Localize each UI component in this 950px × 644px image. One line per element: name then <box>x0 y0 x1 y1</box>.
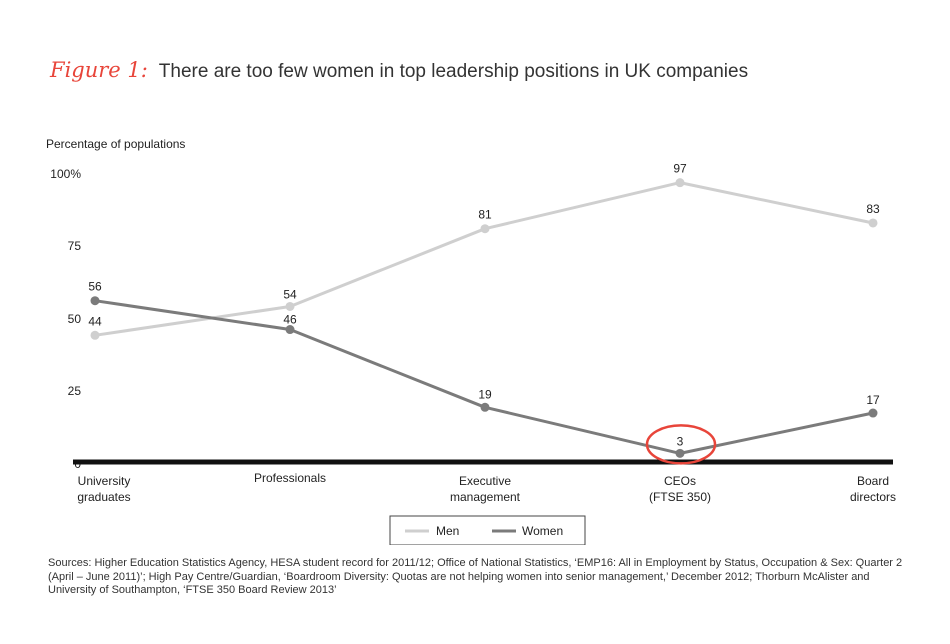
series-line-women <box>94 299 874 455</box>
figure-label: Figure 1: <box>50 58 148 82</box>
title-text: There are too few women in top leadershi… <box>158 61 749 82</box>
data-label: 81 <box>478 208 492 222</box>
data-label: 46 <box>283 313 297 327</box>
data-point <box>90 330 100 340</box>
y-tick-label: 50 <box>68 312 82 326</box>
data-label: 97 <box>673 162 687 176</box>
legend-box <box>389 515 586 545</box>
y-tick-label: 100% <box>50 167 81 181</box>
y-axis-label: Percentage of populations <box>46 137 185 151</box>
data-point <box>480 402 490 412</box>
data-label: 44 <box>88 314 102 328</box>
data-label: 17 <box>866 393 880 407</box>
data-point <box>480 224 490 234</box>
x-tick-label: Board directors <box>850 474 896 504</box>
data-point <box>285 325 295 335</box>
data-point <box>675 448 685 458</box>
data-point <box>90 296 100 306</box>
x-tick-label: University graduates <box>77 474 130 504</box>
highlight-circle <box>645 424 717 465</box>
legend-label-men: Men <box>436 524 459 538</box>
x-tick-label: CEOs (FTSE 350) <box>649 474 711 504</box>
legend-label-women: Women <box>522 524 563 538</box>
y-tick-label: 75 <box>68 239 82 253</box>
data-label: 83 <box>866 202 880 216</box>
data-point <box>868 408 878 418</box>
data-label: 54 <box>283 287 297 301</box>
data-point <box>285 301 295 311</box>
sources-note: Sources: Higher Education Statistics Age… <box>48 557 903 596</box>
data-label: 19 <box>478 387 492 401</box>
series-line-men <box>94 181 874 337</box>
x-tick-label: Professionals <box>254 471 326 485</box>
line-chart: Percentage of populations0255075100%Univ… <box>46 137 896 545</box>
data-label: 56 <box>88 280 102 294</box>
data-point <box>868 218 878 228</box>
data-point <box>675 178 685 188</box>
x-tick-label: Executive management <box>450 474 521 504</box>
data-label: 3 <box>677 434 684 448</box>
y-tick-label: 25 <box>68 384 82 398</box>
chart-title: Figure 1: There are too few women in top… <box>50 58 748 83</box>
